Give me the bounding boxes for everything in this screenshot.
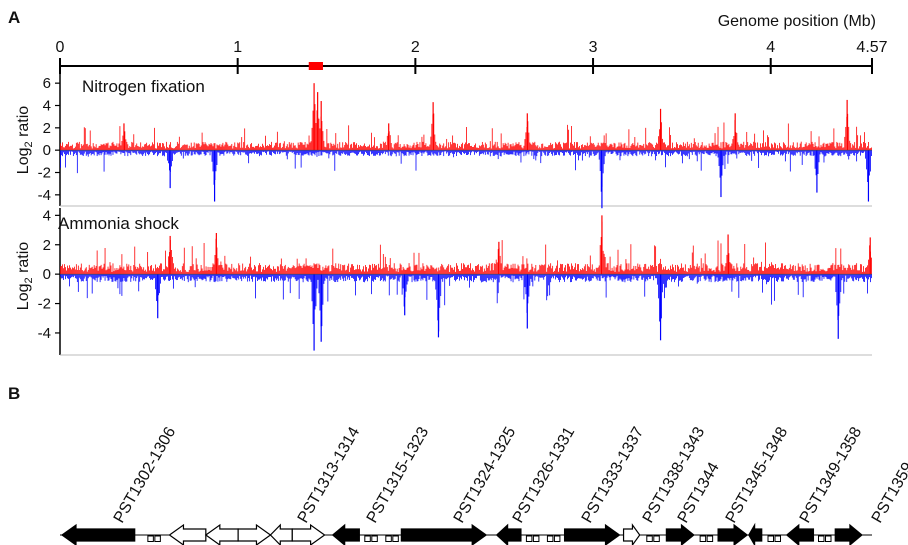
promoter-box [532,535,540,542]
y-axis-tick-label: 2 [43,237,51,254]
y-axis-tick-label: 4 [43,207,51,224]
genome-axis-title: Genome position (Mb) [718,13,876,30]
gene-arrow [168,523,207,545]
y-axis-tick-label: 0 [43,142,51,159]
operon-labels: PST1302-1306 PST1313-1314 PST1315-1323 P… [111,424,908,526]
gene-arrow [495,523,522,545]
genome-axis-tick-label: 4.57 [856,39,887,56]
genome-axis-tick-label: 0 [56,39,65,56]
y-axis-tick-label: 6 [43,75,51,92]
operon-label: PST1349-1358 [797,424,866,526]
promoter-box [154,535,161,542]
gene-map: PST1302-1306 PST1313-1314 PST1315-1323 P… [60,424,908,545]
gene-arrow [717,523,749,545]
promoter-box [646,535,653,542]
genome-axis-tick-label: 4 [766,39,775,56]
gene-arrow [331,523,360,545]
gene-arrow [237,523,272,545]
promoter-box [364,535,371,542]
genome-axis-tick-label: 1 [233,39,242,56]
y-axis-tick-label: -2 [38,296,51,313]
operon-label: PST1359 [869,460,908,526]
promoter-box [774,535,782,542]
gene-arrow [400,523,488,545]
promoter-box [546,535,554,542]
y-axis-tick-label: -4 [38,187,51,204]
ammonia-shock-panel: Ammonia shock Log2 ratio 4 2 0 -2 -4 [15,207,872,356]
highlight-region [308,62,323,70]
panel-a-label: A [8,8,21,27]
gene-arrow [204,523,239,545]
gene-arrow [834,523,863,545]
operon-label: PST1345-1348 [723,424,792,526]
genome-axis-tick-label: 2 [411,39,420,56]
gene-arrow [60,523,136,545]
panel-b-label: B [8,384,21,403]
promoter-box [525,535,533,542]
y-axis-label: Log2 ratio [15,106,35,175]
gene-arrow [622,523,641,545]
y-axis-tick-label: -4 [38,325,51,342]
promoter-box [706,535,714,542]
gene-arrow [665,523,695,545]
y-axis-tick-label: 2 [43,120,51,137]
operon-label: PST1324-1325 [451,424,520,526]
nitrogen-fixation-panel: Nitrogen fixation Log2 ratio 6 4 2 0 -2 -4 [15,72,872,209]
genome-axis-tick-label: 3 [589,39,598,56]
y-axis-tick-label: -2 [38,165,51,182]
y-axis-label: Log2 ratio [15,242,35,311]
gene-arrow [291,523,326,545]
y-axis-tick-label: 0 [43,266,51,283]
promoter-box [385,535,392,542]
promoter-box [371,535,378,542]
gene-arrow [785,523,815,545]
gene-arrow [269,523,293,545]
promoter-box [147,535,154,542]
operon-label: PST1313-1314 [295,424,364,526]
gene-arrow [563,523,621,545]
panel-title: Nitrogen fixation [82,77,205,96]
operon-label: PST1333-1337 [579,424,648,526]
promoter-box [767,535,775,542]
operon-label: PST1315-1323 [364,424,433,526]
promoter-box [553,535,561,542]
operon-label: PST1326-1331 [510,424,579,526]
promoter-box [699,535,707,542]
panel-title: Ammonia shock [58,214,179,233]
operon-label: PST1302-1306 [111,424,180,526]
promoter-box [825,535,832,542]
y-axis-tick-label: 4 [43,98,51,115]
promoter-box [653,535,660,542]
promoter-box [392,535,399,542]
promoter-box [818,535,825,542]
genome-position-axis: Genome position (Mb) 0 1 2 3 4 4.57 [56,13,888,74]
gene-arrow [748,522,763,545]
